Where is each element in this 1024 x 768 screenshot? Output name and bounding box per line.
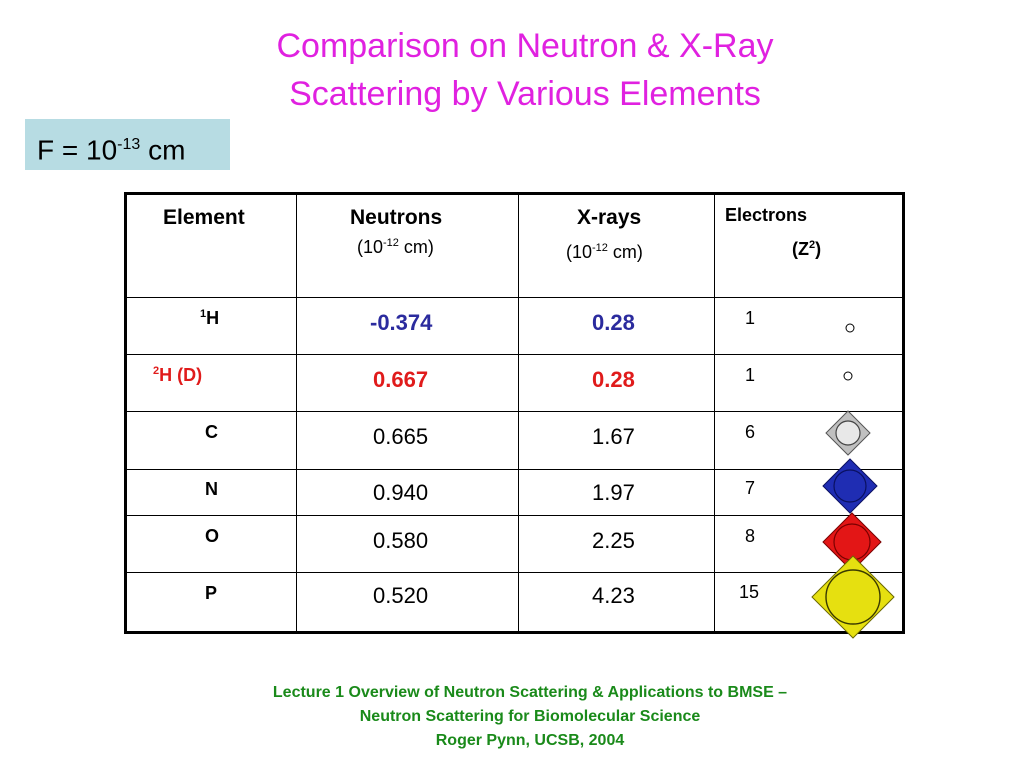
- header-element: Element: [163, 206, 245, 229]
- table-grid: Element Neutrons (10-12 cm) X-rays (10-1…: [124, 192, 905, 634]
- row-xrays-value: 4.23: [592, 582, 635, 608]
- row-z2-value: 6: [745, 422, 756, 443]
- row-element-label: N: [205, 478, 218, 499]
- row-z2-value: 7: [745, 477, 756, 498]
- row-neutrons-value: 0.667: [373, 367, 429, 393]
- header-xrays-unit: (10-12 cm): [566, 242, 643, 262]
- row-xrays-value: 1.67: [592, 424, 635, 450]
- unit-prefix: F = 10: [37, 134, 118, 166]
- row-element-label: 1H: [200, 308, 220, 329]
- header-neutrons-unit: (10-12 cm): [357, 237, 434, 257]
- row-neutrons-value: 0.580: [373, 527, 429, 553]
- row-neutrons-value: 0.940: [373, 479, 429, 505]
- header-neutrons-cell: Neutrons (10-12 cm): [296, 192, 519, 299]
- table-row: 1H -0.374 0.28 1: [125, 297, 904, 356]
- slide-footer: Lecture 1 Overview of Neutron Scattering…: [0, 681, 1024, 753]
- footer-line3: Roger Pynn, UCSB, 2004: [435, 732, 625, 749]
- table-header-row: Element Neutrons (10-12 cm) X-rays (10-1…: [125, 192, 904, 299]
- row-xrays-value: 0.28: [592, 367, 635, 393]
- row-neutrons-value: 0.520: [373, 582, 429, 608]
- row-element-label: C: [205, 422, 218, 443]
- row-element-label: P: [205, 582, 218, 603]
- header-xrays-cell: X-rays (10-12 cm): [518, 192, 715, 299]
- header-xrays: X-rays: [577, 206, 642, 229]
- header-element-cell: Element: [125, 192, 297, 299]
- table-row: C 0.665 1.67 6: [125, 411, 904, 470]
- row-xrays-value: 0.28: [592, 310, 635, 336]
- unit-suffix: cm: [140, 134, 186, 166]
- slide-title-line2: Scattering by Various Elements: [289, 75, 761, 113]
- footer-line1: Lecture 1 Overview of Neutron Scattering…: [272, 684, 788, 701]
- row-z2-value: 15: [739, 581, 760, 602]
- slide-title: Comparison on Neutron & X-Ray Scattering…: [0, 22, 1024, 118]
- row-neutrons-value: 0.665: [373, 424, 429, 450]
- table-row: O 0.580 2.25 8: [125, 514, 904, 573]
- scattering-table: Element Neutrons (10-12 cm) X-rays (10-1…: [124, 192, 905, 639]
- table-row: N 0.940 1.97 7: [125, 468, 904, 516]
- table-row: 2H (D) 0.667 0.28 1: [125, 354, 904, 413]
- header-neutrons: Neutrons: [350, 206, 443, 229]
- row-element-label: O: [205, 525, 220, 546]
- header-electrons-unit: (Z2): [792, 239, 822, 259]
- row-xrays-value: 1.97: [592, 479, 635, 505]
- row-element-label: 2H (D): [153, 365, 203, 386]
- footer-line2: Neutron Scattering for Biomolecular Scie…: [359, 708, 701, 725]
- row-z2-value: 1: [745, 365, 756, 386]
- slide-title-line1: Comparison on Neutron & X-Ray: [276, 27, 774, 65]
- row-z2-value: 8: [745, 525, 756, 546]
- table-row: P 0.520 4.23 15: [125, 571, 904, 634]
- row-xrays-value: 2.25: [592, 527, 635, 553]
- header-electrons-cell: Electrons (Z2): [714, 192, 904, 299]
- row-z2-value: 1: [745, 308, 756, 329]
- unit-definition-box: F = 10-13 cm: [25, 119, 230, 170]
- unit-exponent: -13: [117, 136, 141, 153]
- row-neutrons-value: -0.374: [370, 310, 433, 336]
- header-electrons: Electrons: [725, 205, 808, 225]
